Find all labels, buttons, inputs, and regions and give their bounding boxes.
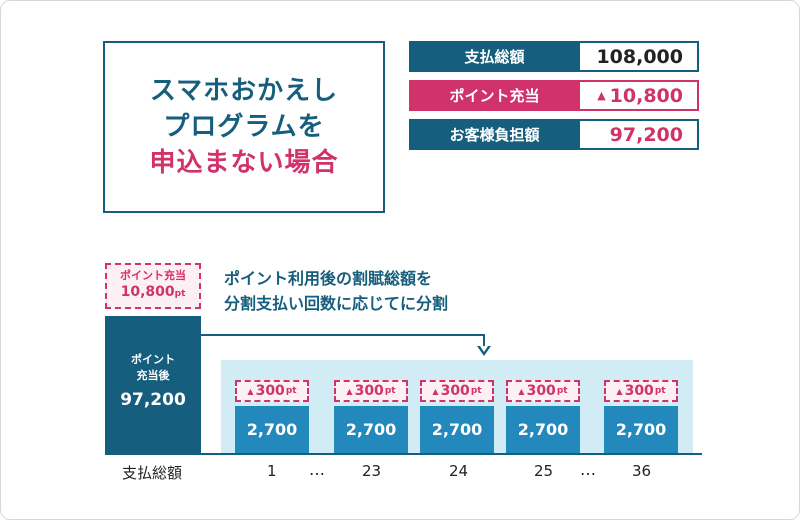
ellipsis: … (309, 460, 326, 479)
point-total-label: ポイント充当 (120, 269, 186, 282)
axis-label-month: 25 (534, 462, 554, 480)
month-amount: 2,700 (235, 406, 309, 453)
connector-line (201, 334, 485, 336)
triangle-icon: ▲ (518, 386, 525, 396)
after-points-bar: ポイント 充当後 97,200 (105, 316, 201, 453)
summary-row-total: 支払総額 108,000 (409, 41, 699, 72)
month-column: ▲ 300 pt 2,700 (604, 380, 678, 453)
summary-value: 97,200 (580, 119, 699, 150)
title-line-1: スマホおかえし (149, 76, 339, 106)
axis-label-month: 24 (449, 462, 469, 480)
month-column: ▲ 300 pt 2,700 (506, 380, 580, 453)
month-point-box: ▲ 300 pt (604, 380, 678, 402)
ellipsis: … (580, 460, 597, 479)
month-point-box: ▲ 300 pt (420, 380, 494, 402)
summary-label: ポイント充当 (409, 80, 580, 111)
summary-value: ▲ 10,800 (580, 80, 699, 111)
arrow-down-icon-inner (480, 346, 488, 352)
axis-label-month: 23 (362, 462, 382, 480)
explanation-text: ポイント利用後の割賦総額を 分割支払い回数に応じてに分割 (224, 266, 448, 316)
summary-row-points: ポイント充当 ▲ 10,800 (409, 80, 699, 111)
triangle-icon: ▲ (432, 386, 439, 396)
explanation-line-1: ポイント利用後の割賦総額を (224, 269, 433, 288)
triangle-icon: ▲ (597, 89, 606, 102)
month-amount: 2,700 (420, 406, 494, 453)
point-total-value: 10,800pt (120, 284, 186, 300)
month-point-box: ▲ 300 pt (235, 380, 309, 402)
title-box: スマホおかえし プログラムを 申込まない場合 (103, 41, 385, 213)
summary-value: 108,000 (580, 41, 699, 72)
summary-value-text: 10,800 (609, 84, 683, 107)
triangle-icon: ▲ (247, 386, 254, 396)
summary-label: お客様負担額 (409, 119, 580, 150)
after-points-label: ポイント 充当後 (131, 353, 175, 382)
month-point-box: ▲ 300 pt (506, 380, 580, 402)
point-total-box: ポイント充当 10,800pt (105, 263, 201, 309)
axis-label-total: 支払総額 (122, 464, 183, 482)
summary-table: 支払総額 108,000 ポイント充当 ▲ 10,800 お客様負担額 97,2… (409, 41, 699, 158)
month-column: ▲ 300 pt 2,700 (235, 380, 309, 453)
triangle-icon: ▲ (616, 386, 623, 396)
summary-row-customer: お客様負担額 97,200 (409, 119, 699, 150)
month-column: ▲ 300 pt 2,700 (420, 380, 494, 453)
month-amount: 2,700 (334, 406, 408, 453)
triangle-icon: ▲ (346, 386, 353, 396)
month-amount: 2,700 (604, 406, 678, 453)
connector-line (483, 334, 485, 348)
after-points-value: 97,200 (120, 390, 186, 410)
month-point-box: ▲ 300 pt (334, 380, 408, 402)
axis-label-month: 36 (632, 462, 652, 480)
summary-label: 支払総額 (409, 41, 580, 72)
explanation-line-2: 分割支払い回数に応じてに分割 (224, 294, 449, 313)
title-line-2: プログラムを (163, 112, 325, 142)
baseline (105, 453, 702, 455)
month-amount: 2,700 (506, 406, 580, 453)
month-column: ▲ 300 pt 2,700 (334, 380, 408, 453)
title-line-3: 申込まない場合 (149, 148, 339, 178)
axis-label-month: 1 (267, 462, 277, 480)
